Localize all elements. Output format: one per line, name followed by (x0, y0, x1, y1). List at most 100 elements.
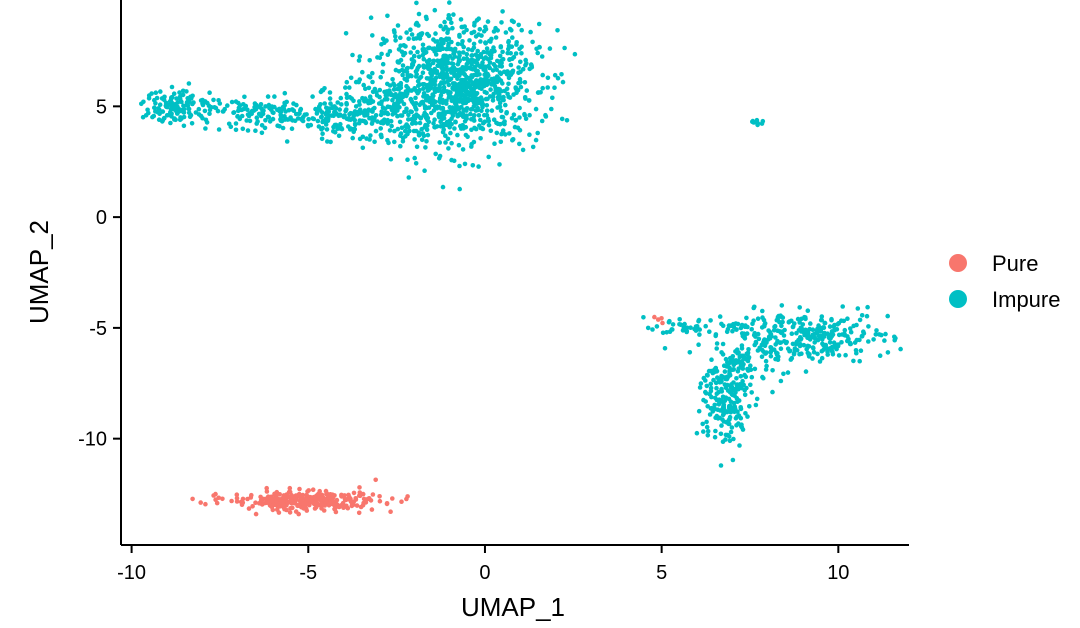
point-impure (416, 54, 422, 59)
point-pure (229, 498, 234, 504)
point-impure (489, 108, 495, 113)
point-impure (440, 123, 445, 129)
point-impure (411, 45, 417, 50)
point-impure (413, 120, 419, 126)
point-impure (379, 51, 384, 57)
point-impure (517, 115, 522, 120)
point-impure (441, 61, 446, 66)
point-impure (497, 100, 503, 106)
point-impure (357, 107, 363, 112)
point-impure (704, 424, 710, 430)
point-impure (714, 341, 720, 346)
point-impure (344, 100, 349, 106)
point-impure (427, 99, 432, 105)
point-impure (734, 376, 739, 381)
point-impure (370, 33, 375, 38)
point-impure (882, 338, 887, 343)
point-impure (479, 97, 484, 102)
point-impure (459, 70, 464, 76)
point-pure (270, 503, 275, 509)
point-impure (401, 52, 406, 58)
point-impure (336, 133, 342, 139)
point-impure (436, 63, 441, 68)
point-impure (718, 431, 724, 437)
point-impure (848, 326, 853, 331)
point-impure (450, 25, 455, 31)
point-impure (471, 29, 477, 35)
point-impure (377, 55, 383, 60)
point-impure (408, 50, 414, 55)
point-pure (305, 493, 310, 499)
point-impure (437, 74, 443, 80)
point-impure (491, 91, 497, 97)
point-impure (836, 353, 842, 358)
point-impure (491, 117, 497, 122)
point-impure (189, 96, 194, 101)
point-impure (181, 114, 187, 120)
point-impure (186, 110, 192, 116)
point-impure (506, 43, 512, 49)
point-impure (207, 90, 212, 95)
point-impure (727, 438, 733, 444)
point-impure (456, 142, 462, 148)
point-impure (696, 317, 702, 323)
point-impure (845, 338, 850, 344)
point-impure (158, 89, 163, 94)
point-impure (485, 19, 491, 24)
point-impure (348, 75, 354, 81)
point-impure (323, 118, 328, 124)
point-impure (500, 114, 506, 120)
point-impure (432, 78, 438, 84)
point-impure (763, 358, 769, 364)
point-impure (490, 98, 496, 103)
point-impure (430, 102, 435, 108)
point-impure (398, 82, 404, 88)
point-impure (522, 111, 527, 117)
point-impure (245, 112, 251, 117)
point-impure (840, 304, 845, 309)
point-impure (827, 324, 833, 329)
point-impure (861, 329, 866, 335)
point-impure (378, 74, 384, 80)
point-impure (877, 353, 883, 359)
point-impure (650, 327, 655, 332)
point-impure (437, 85, 442, 91)
point-impure (471, 139, 477, 145)
point-impure (370, 118, 375, 124)
point-impure (485, 116, 491, 121)
point-impure (739, 422, 744, 428)
point-impure (390, 97, 395, 103)
point-impure (388, 118, 394, 124)
point-impure (408, 27, 413, 32)
point-impure (700, 421, 705, 427)
point-impure (506, 81, 511, 87)
point-impure (461, 50, 466, 55)
point-impure (502, 88, 507, 94)
point-impure (167, 98, 173, 104)
point-impure (559, 116, 565, 122)
x-tick-label: -5 (299, 562, 317, 584)
point-impure (520, 66, 526, 72)
point-pure (354, 503, 360, 508)
point-impure (805, 343, 811, 349)
point-impure (770, 389, 775, 395)
point-impure (278, 117, 283, 122)
point-impure (505, 69, 510, 74)
point-impure (324, 127, 330, 132)
point-impure (735, 321, 741, 327)
point-impure (423, 145, 428, 150)
point-impure (892, 337, 897, 343)
point-impure (485, 50, 491, 55)
point-impure (384, 110, 390, 116)
point-impure (401, 101, 407, 107)
point-impure (730, 457, 736, 463)
point-impure (337, 107, 343, 112)
point-impure (306, 116, 311, 122)
point-impure (730, 387, 735, 393)
point-pure (282, 495, 288, 500)
point-impure (423, 14, 429, 20)
point-impure (720, 417, 725, 422)
point-impure (851, 358, 856, 364)
point-impure (514, 40, 519, 45)
point-impure (360, 145, 366, 151)
